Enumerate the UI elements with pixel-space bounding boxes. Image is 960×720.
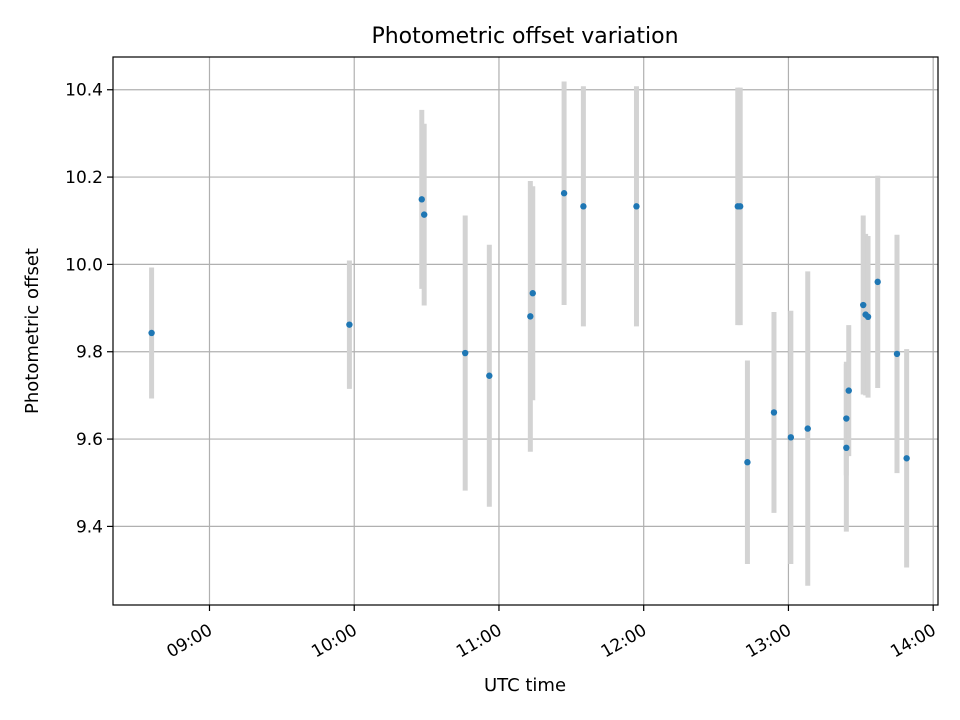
- y-tick-label: 9.4: [76, 517, 103, 537]
- data-point: [874, 278, 881, 286]
- y-tick-label: 10.2: [65, 168, 103, 188]
- y-tick-label: 9.8: [76, 343, 103, 363]
- data-point: [346, 321, 353, 328]
- data-point: [843, 444, 850, 452]
- data-point: [787, 434, 795, 441]
- data-point: [420, 211, 428, 218]
- data-point: [529, 290, 536, 297]
- data-point: [845, 387, 852, 394]
- data-points: [148, 190, 910, 466]
- y-ticks: 9.4 9.6 9.8 10.0 10.2 10.4: [65, 81, 113, 537]
- data-point: [736, 203, 744, 210]
- data-point: [744, 459, 751, 466]
- data-point: [903, 455, 910, 462]
- data-point: [560, 190, 568, 197]
- data-point: [148, 329, 155, 337]
- data-point: [527, 313, 534, 320]
- plot-frame: [112, 56, 939, 606]
- data-point: [461, 349, 469, 357]
- x-axis-label: UTC time: [484, 675, 566, 696]
- data-point: [418, 196, 425, 203]
- y-tick-label: 10.0: [65, 255, 103, 275]
- y-axis-label: Photometric offset: [22, 248, 43, 414]
- data-point: [804, 425, 811, 432]
- y-tick-label: 9.6: [76, 430, 103, 450]
- data-point: [633, 203, 640, 210]
- data-point: [864, 313, 872, 321]
- y-tick-label: 10.4: [65, 81, 103, 101]
- data-point: [843, 415, 850, 422]
- chart-title: Photometric offset variation: [371, 24, 678, 49]
- data-point: [893, 350, 901, 358]
- data-point: [580, 203, 587, 210]
- data-point: [770, 409, 778, 416]
- data-point: [860, 301, 867, 309]
- data-point: [486, 372, 493, 379]
